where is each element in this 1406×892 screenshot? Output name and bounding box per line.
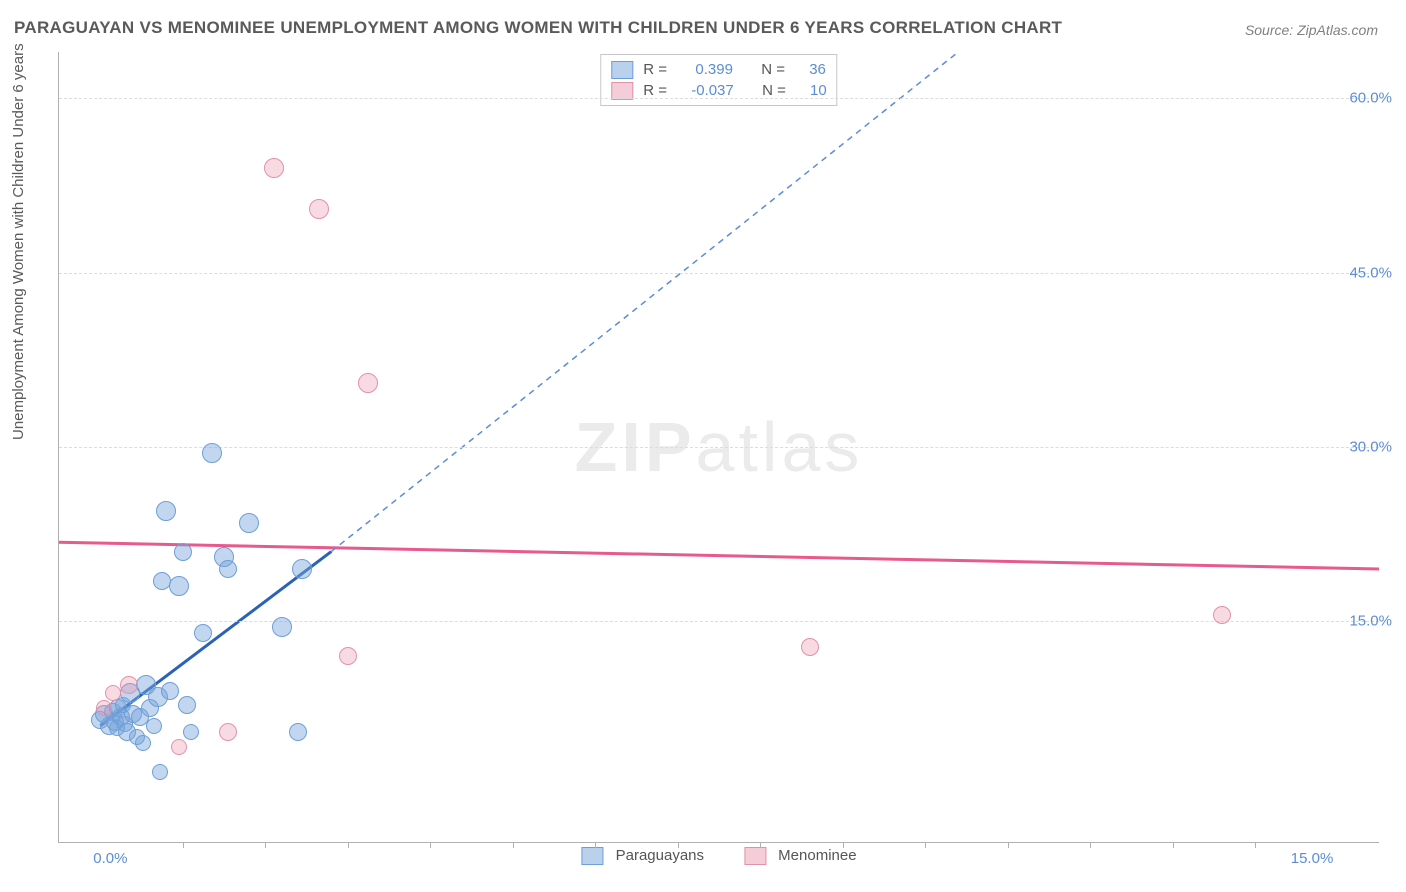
point-paraguayans — [169, 576, 189, 596]
x-tick — [265, 842, 266, 848]
swatch-paraguayans-icon — [581, 847, 603, 865]
x-tick — [678, 842, 679, 848]
gridline — [59, 621, 1379, 622]
point-paraguayans — [272, 617, 292, 637]
point-menominee — [358, 373, 378, 393]
chart-title: PARAGUAYAN VS MENOMINEE UNEMPLOYMENT AMO… — [14, 18, 1062, 38]
x-tick-label: 0.0% — [93, 850, 127, 867]
series-legend: Paraguayans Menominee — [581, 847, 856, 865]
point-paraguayans — [152, 764, 168, 780]
legend-item-menominee: Menominee — [744, 847, 857, 865]
y-axis-label: Unemployment Among Women with Children U… — [10, 43, 27, 440]
point-paraguayans — [183, 724, 199, 740]
y-tick-label: 15.0% — [1349, 613, 1392, 630]
source-attribution: Source: ZipAtlas.com — [1245, 22, 1378, 38]
x-tick — [430, 842, 431, 848]
legend-item-paraguayans: Paraguayans — [581, 847, 704, 865]
gridline — [59, 273, 1379, 274]
y-tick-label: 30.0% — [1349, 439, 1392, 456]
legend-row-paraguayans: R = 0.399 N = 36 — [611, 59, 826, 80]
point-paraguayans — [174, 543, 192, 561]
point-menominee — [96, 700, 112, 716]
x-tick — [348, 842, 349, 848]
point-paraguayans — [289, 723, 307, 741]
x-tick — [925, 842, 926, 848]
point-menominee — [120, 676, 138, 694]
x-tick — [595, 842, 596, 848]
x-tick — [1173, 842, 1174, 848]
point-paraguayans — [135, 735, 151, 751]
x-tick — [1008, 842, 1009, 848]
point-paraguayans — [178, 696, 196, 714]
y-tick-label: 45.0% — [1349, 264, 1392, 281]
x-tick — [843, 842, 844, 848]
point-paraguayans — [194, 624, 212, 642]
y-tick-label: 60.0% — [1349, 90, 1392, 107]
point-menominee — [219, 723, 237, 741]
gridline — [59, 447, 1379, 448]
point-menominee — [309, 199, 329, 219]
x-tick — [183, 842, 184, 848]
point-menominee — [264, 158, 284, 178]
swatch-menominee-icon — [611, 82, 633, 100]
point-menominee — [105, 685, 121, 701]
gridline — [59, 98, 1379, 99]
x-tick — [513, 842, 514, 848]
point-menominee — [1213, 606, 1231, 624]
x-tick — [1255, 842, 1256, 848]
point-paraguayans — [202, 443, 222, 463]
swatch-menominee-icon — [744, 847, 766, 865]
scatter-plot-area: ZIPatlas R = 0.399 N = 36 R = -0.037 N =… — [58, 52, 1379, 843]
point-paraguayans — [292, 559, 312, 579]
point-menominee — [171, 739, 187, 755]
x-tick — [1090, 842, 1091, 848]
point-paraguayans — [146, 718, 162, 734]
point-paraguayans — [156, 501, 176, 521]
swatch-paraguayans-icon — [611, 61, 633, 79]
point-paraguayans — [219, 560, 237, 578]
point-menominee — [801, 638, 819, 656]
x-tick — [760, 842, 761, 848]
x-tick-label: 15.0% — [1291, 850, 1334, 867]
point-paraguayans — [161, 682, 179, 700]
point-menominee — [339, 647, 357, 665]
point-paraguayans — [239, 513, 259, 533]
